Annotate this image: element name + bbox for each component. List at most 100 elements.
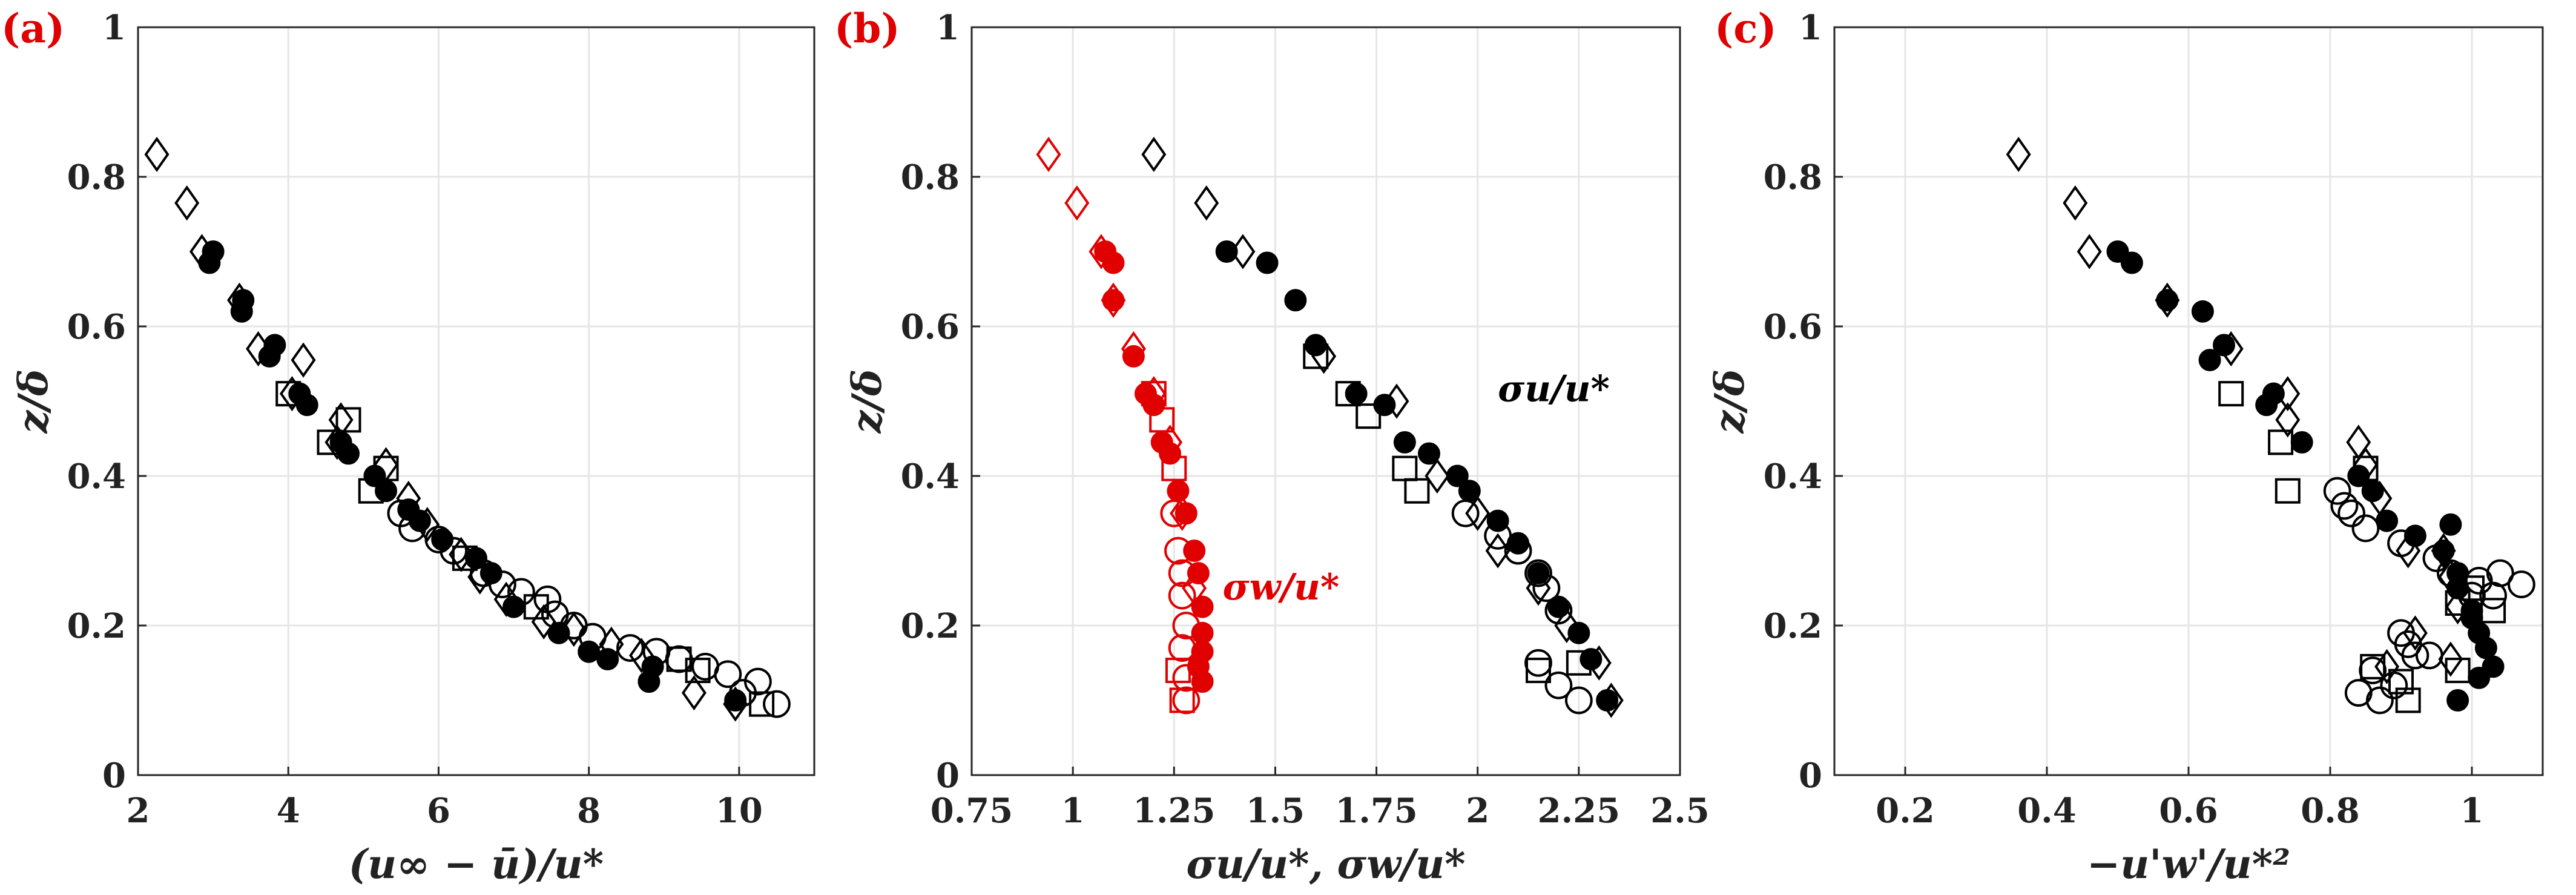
data-point-diamond [1036,136,1061,173]
data-point-open-circle [744,667,772,696]
data-point-filled-circle [263,334,286,357]
data-point-open-circle [1544,596,1573,625]
y-tick-label: 1 [936,8,960,48]
data-point-open-circle [1168,634,1196,662]
data-point-diamond [561,612,587,647]
data-point-filled-circle [1284,289,1307,312]
data-point-open-circle [2415,641,2443,670]
data-point-open-circle [1172,612,1201,639]
data-point-open-circle [489,570,516,598]
y-tick-label: 0.4 [901,457,960,497]
data-point-open-circle [1524,649,1552,677]
data-point-open-circle [2387,529,2415,558]
data-point-filled-circle [2403,524,2426,547]
data-point-filled-circle [1486,509,1509,532]
data-point-filled-circle [230,300,253,323]
x-tick-label: 0.75 [931,791,1013,831]
data-point-filled-circle [724,689,747,712]
panel-a-label: (a) [1,5,65,52]
data-point-square [2480,598,2506,624]
data-point-open-circle [2422,544,2451,572]
data-point-open-circle [1564,686,1593,715]
data-point-open-circle [1524,559,1552,587]
data-point-open-circle [1484,521,1512,550]
y-tick-label: 0.6 [67,307,126,347]
y-tick-label: 1 [1799,8,1822,48]
data-point-square [685,658,711,684]
panel-c-markers [2006,136,2535,715]
y-tick-label: 1 [102,8,126,48]
data-point-open-circle [2344,679,2373,707]
data-point-open-circle [2486,559,2514,587]
data-point-square [317,429,343,455]
data-point-open-circle [1504,537,1532,565]
x-tick-label: 8 [577,791,601,831]
y-tick-label: 0.2 [1764,606,1822,646]
data-point-square [2445,658,2471,684]
data-point-open-circle [2380,671,2408,699]
data-point-open-circle [1172,664,1201,692]
data-point-diamond [2445,589,2471,625]
data-point-diamond [144,136,170,173]
data-point-square [1303,343,1329,369]
data-point-square [523,594,549,620]
x-tick-label: 0.8 [2301,791,2359,831]
y-tick-label: 0.2 [67,606,126,646]
data-point-filled-circle [2156,289,2179,312]
data-point-diamond [1194,185,1219,221]
data-point-square [2353,455,2379,481]
data-point-filled-circle [1418,442,1440,465]
data-point-open-circle [2337,499,2366,527]
data-point-open-circle [1164,537,1192,565]
data-point-open-circle [398,514,426,543]
data-point-filled-circle [2474,636,2497,659]
panel-b-ylabel: z/δ [843,369,891,434]
data-point-open-circle [2465,567,2493,595]
data-point-open-circle [1532,574,1561,603]
data-point-filled-circle [2446,689,2469,712]
data-point-open-circle [2366,686,2394,715]
data-point-filled-circle [2361,480,2384,503]
panel-c-ticks: 0.2 0.4 0.6 0.8 1 0 0.2 0.4 0.6 0.8 1 [1764,8,2484,831]
data-point-square [1141,381,1167,407]
data-point-filled-circle [1446,464,1469,487]
data-point-filled-circle [1345,382,1368,405]
data-point-diamond [2438,641,2463,677]
x-tick-label: 2.25 [1538,791,1620,831]
y-tick-label: 0.6 [1764,307,1822,347]
data-point-filled-circle [596,648,619,671]
panel-b-markers [1036,136,1624,718]
data-point-open-circle [507,578,535,606]
panel-c-ylabel: z/δ [1706,369,1753,434]
data-point-square [2388,669,2414,695]
data-point-filled-circle [375,480,398,503]
data-point-diamond [291,342,316,378]
data-point-open-circle [2401,641,2429,670]
data-point-square [2445,590,2471,616]
data-point-filled-circle [431,528,454,551]
panel-a-markers [144,136,791,722]
panel-b: 0.75 1 1.25 1.5 1.75 2 2.25 2.5 0 0.2 0.4 0.6 0.8 1 (… [834,5,1710,888]
data-point-diamond [2374,649,2400,685]
data-point-square [1566,650,1592,676]
panel-b-label: (b) [834,5,900,52]
data-point-open-circle [1160,499,1188,527]
panel-a-frame [137,26,815,776]
x-tick-label: 1.5 [1246,791,1305,831]
data-point-filled-circle [1122,345,1145,368]
data-point-diamond [681,675,707,711]
data-point-square [1356,403,1382,429]
panel-c-label: (c) [1715,5,1777,52]
x-tick-label: 4 [277,791,300,831]
data-point-diamond [174,185,200,221]
data-point-filled-circle [1159,442,1182,465]
x-tick-label: 2 [127,791,150,831]
panel-c: 0.2 0.4 0.6 0.8 1 0 0.2 0.4 0.6 0.8 1 (c) −u'w'/u*… [1706,5,2544,888]
panel-c-xlabel: −u'w'/u*² [2087,841,2290,888]
x-tick-label: 6 [427,791,450,831]
data-point-diamond [2063,185,2088,221]
data-point-square [373,455,399,481]
data-point-open-circle [2351,514,2380,543]
x-tick-label: 0.2 [1876,791,1934,831]
data-point-square [1161,455,1187,481]
